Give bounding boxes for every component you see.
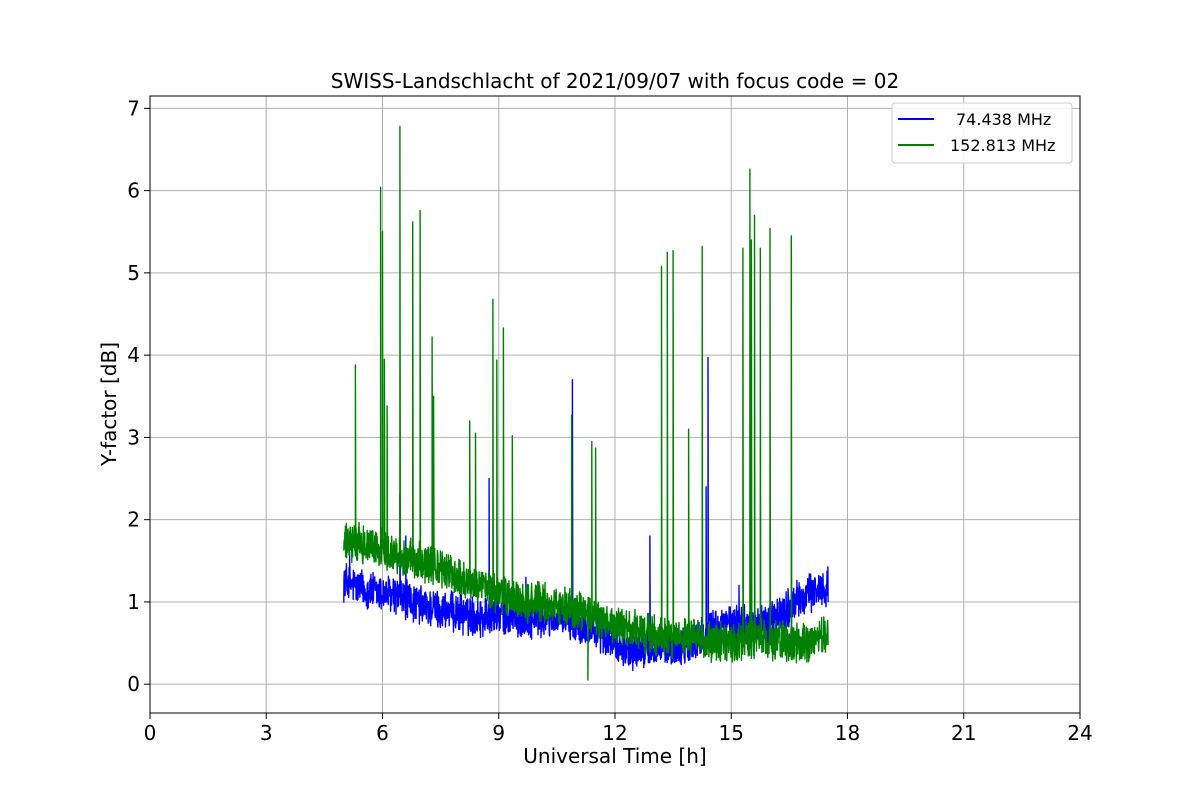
y-tick-label: 2	[127, 508, 140, 532]
x-axis-title: Universal Time [h]	[523, 744, 706, 768]
x-tick-label: 6	[376, 721, 389, 745]
x-tick-label: 3	[260, 721, 273, 745]
y-axis-title: Y-factor [dB]	[97, 342, 121, 467]
y-tick-label: 7	[127, 96, 140, 120]
y-tick-label: 3	[127, 425, 140, 449]
legend-box	[891, 102, 1073, 164]
x-tick-label: 15	[719, 721, 744, 745]
y-tick-label: 5	[127, 261, 140, 285]
y-tick-label: 0	[127, 672, 140, 696]
x-tick-label: 12	[602, 721, 627, 745]
chart-title: SWISS-Landschlacht of 2021/09/07 with fo…	[331, 69, 899, 93]
y-tick-label: 1	[127, 590, 140, 614]
series-layer	[343, 125, 829, 681]
x-tick-label: 21	[951, 721, 976, 745]
y-tick-label: 6	[127, 179, 140, 203]
x-tick-label: 0	[144, 721, 157, 745]
legend: 74.438 MHz 152.813 MHz	[891, 102, 1073, 164]
series-line-1	[343, 125, 829, 681]
legend-label-152-mhz: 152.813 MHz	[950, 136, 1055, 155]
legend-label-74-mhz: 74.438 MHz	[956, 110, 1051, 129]
x-tick-label: 9	[492, 721, 505, 745]
x-tick-label: 18	[835, 721, 860, 745]
x-tick-label: 24	[1067, 721, 1092, 745]
y-tick-label: 4	[127, 343, 140, 367]
